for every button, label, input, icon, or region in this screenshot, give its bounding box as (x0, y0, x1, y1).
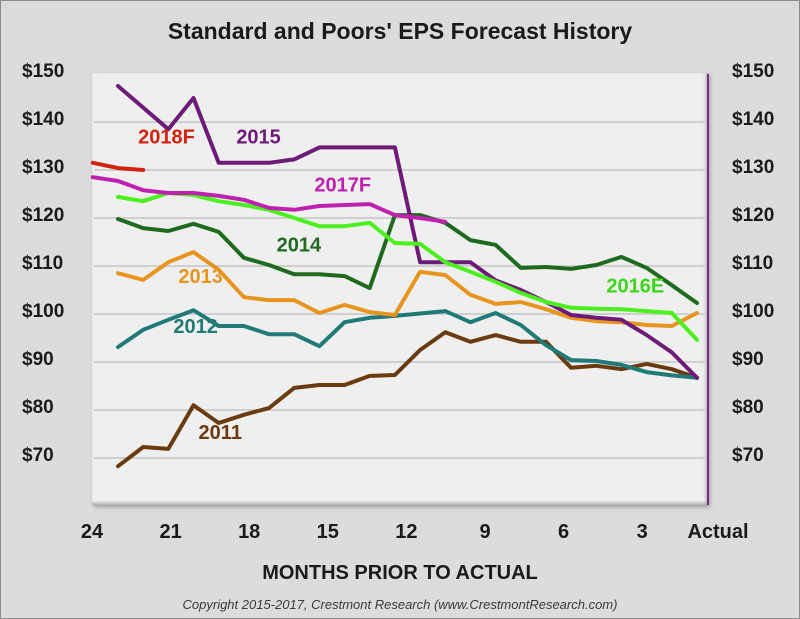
series-line-2018F (90, 160, 146, 172)
series-line-2013 (116, 250, 699, 328)
plot-area (92, 73, 708, 505)
x-tick-label: 24 (80, 521, 104, 543)
series-lines (90, 84, 699, 469)
series-label-2015: 2015 (236, 127, 280, 149)
x-tick-label: 15 (316, 521, 339, 543)
chart-title: Standard and Poors' EPS Forecast History (167, 18, 633, 44)
y-tick-label: $120 (22, 205, 65, 226)
series-label-2014: 2014 (277, 235, 322, 257)
series-line-2012 (116, 308, 699, 380)
y-tick-label: $100 (732, 301, 775, 322)
x-tick-label: 21 (159, 521, 182, 543)
y-tick-label: $70 (22, 445, 54, 466)
series-labels: 2018F 2015 2017F 2014 2013 2012 2011 2016E (138, 127, 664, 444)
y-tick-label: $90 (732, 349, 764, 370)
series-label-2012: 2012 (173, 316, 218, 338)
y-tick-label: $70 (732, 445, 764, 466)
series-label-2013: 2013 (178, 266, 223, 288)
y-tick-label: $150 (732, 61, 775, 82)
series-line-2015 (116, 84, 699, 380)
series-line-2011 (116, 330, 699, 469)
x-tick-label: 9 (479, 521, 491, 543)
copyright-text: Copyright 2015-2017, Crestmont Research … (182, 597, 618, 612)
series-label-2016E: 2016E (606, 275, 664, 297)
y-tick-label: $130 (732, 157, 775, 178)
x-tick-label: 18 (238, 521, 261, 543)
x-axis-title: MONTHS PRIOR TO ACTUAL (262, 562, 538, 584)
series-line-2016E (116, 191, 699, 342)
x-tick-label: 3 (636, 521, 648, 543)
x-tick-label: Actual (687, 521, 749, 543)
series-label-2011: 2011 (199, 422, 242, 444)
y-tick-label: $80 (732, 397, 764, 418)
series-label-2018F: 2018F (138, 127, 195, 149)
y-tick-label: $140 (22, 109, 65, 130)
y-tick-label: $100 (22, 301, 65, 322)
y-tick-label: $150 (22, 61, 65, 82)
y-tick-label: $140 (732, 109, 775, 130)
y-tick-label: $110 (22, 253, 64, 274)
y-tick-label: $120 (732, 205, 775, 226)
y-tick-label: $90 (22, 349, 54, 370)
y-tick-label: $110 (732, 253, 774, 274)
x-tick-label: 6 (558, 521, 570, 543)
x-tick-label: 12 (395, 521, 418, 543)
y-tick-label: $130 (22, 157, 65, 178)
series-label-2017F: 2017F (314, 175, 371, 197)
y-tick-label: $80 (22, 397, 54, 418)
series-line-2017F (90, 175, 448, 224)
